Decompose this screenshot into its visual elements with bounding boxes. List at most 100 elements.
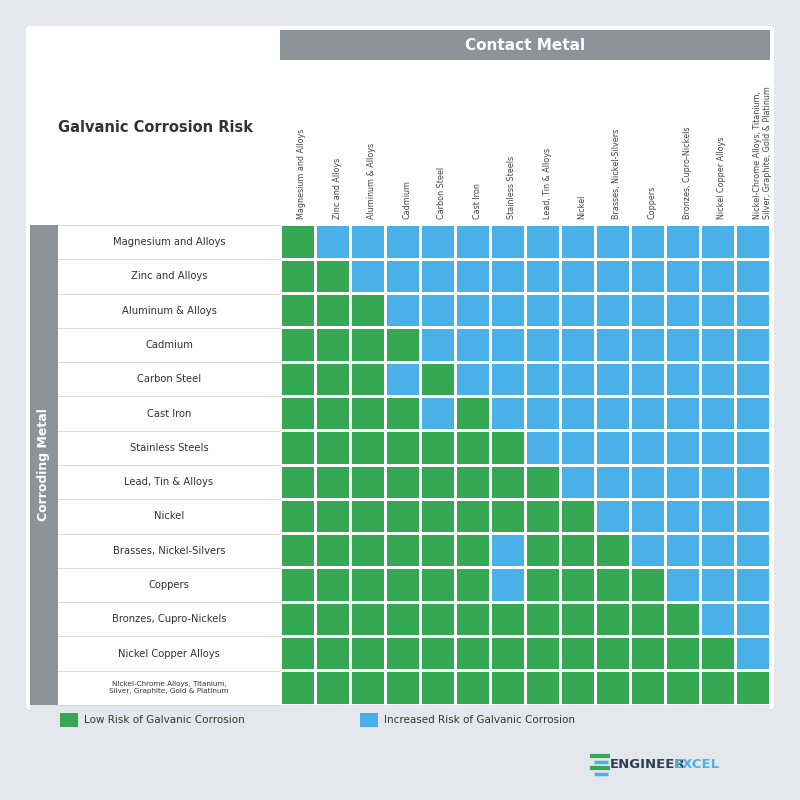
Bar bbox=[702, 672, 734, 703]
Bar bbox=[422, 364, 454, 395]
Bar bbox=[737, 604, 769, 635]
Bar bbox=[457, 330, 489, 361]
Bar bbox=[317, 570, 349, 601]
Text: Carbon Steel: Carbon Steel bbox=[137, 374, 201, 384]
Bar bbox=[631, 604, 663, 635]
Bar bbox=[491, 398, 523, 430]
Bar bbox=[351, 535, 383, 566]
Bar bbox=[422, 466, 454, 498]
Bar bbox=[386, 330, 418, 361]
Bar bbox=[282, 432, 314, 463]
Bar bbox=[386, 226, 418, 258]
Bar bbox=[351, 226, 383, 258]
Bar bbox=[597, 638, 629, 670]
Bar bbox=[737, 398, 769, 430]
Bar bbox=[702, 330, 734, 361]
Bar bbox=[386, 672, 418, 703]
Bar bbox=[317, 261, 349, 292]
Bar bbox=[317, 295, 349, 326]
Text: Aluminum & Alloys: Aluminum & Alloys bbox=[122, 306, 217, 316]
Bar bbox=[562, 261, 594, 292]
Bar bbox=[422, 261, 454, 292]
Bar bbox=[631, 364, 663, 395]
Text: EXCEL: EXCEL bbox=[674, 758, 720, 770]
Bar bbox=[737, 364, 769, 395]
Bar bbox=[360, 713, 378, 727]
Bar bbox=[386, 295, 418, 326]
Bar bbox=[317, 226, 349, 258]
Bar bbox=[282, 226, 314, 258]
Bar bbox=[631, 330, 663, 361]
Bar bbox=[386, 364, 418, 395]
Bar bbox=[317, 330, 349, 361]
Bar bbox=[317, 501, 349, 532]
Bar bbox=[666, 261, 698, 292]
Bar bbox=[597, 672, 629, 703]
Text: Nickel: Nickel bbox=[578, 194, 586, 219]
Bar bbox=[737, 501, 769, 532]
Bar bbox=[351, 466, 383, 498]
Text: Zinc and Alloys: Zinc and Alloys bbox=[130, 271, 207, 282]
Bar bbox=[351, 330, 383, 361]
Bar bbox=[457, 604, 489, 635]
Bar bbox=[317, 604, 349, 635]
Bar bbox=[666, 466, 698, 498]
Bar bbox=[737, 570, 769, 601]
Bar bbox=[562, 432, 594, 463]
Bar bbox=[666, 638, 698, 670]
Bar bbox=[422, 398, 454, 430]
Bar bbox=[597, 261, 629, 292]
Bar bbox=[317, 672, 349, 703]
Bar bbox=[282, 295, 314, 326]
Bar bbox=[386, 261, 418, 292]
Bar bbox=[631, 432, 663, 463]
Bar bbox=[666, 398, 698, 430]
Bar bbox=[422, 638, 454, 670]
Bar bbox=[702, 638, 734, 670]
Bar bbox=[562, 604, 594, 635]
Text: Coppers: Coppers bbox=[647, 186, 657, 219]
Text: Contact Metal: Contact Metal bbox=[465, 38, 585, 53]
Bar bbox=[386, 604, 418, 635]
Bar bbox=[597, 226, 629, 258]
Bar bbox=[422, 570, 454, 601]
Bar bbox=[631, 261, 663, 292]
Bar bbox=[317, 432, 349, 463]
Bar bbox=[597, 466, 629, 498]
Bar bbox=[526, 570, 558, 601]
Bar bbox=[666, 535, 698, 566]
Bar bbox=[386, 432, 418, 463]
Bar bbox=[457, 261, 489, 292]
Bar bbox=[562, 330, 594, 361]
Bar bbox=[351, 398, 383, 430]
Bar bbox=[666, 330, 698, 361]
Bar bbox=[526, 604, 558, 635]
Text: Stainless Steels: Stainless Steels bbox=[130, 443, 208, 453]
Bar bbox=[457, 398, 489, 430]
Bar bbox=[597, 364, 629, 395]
Bar bbox=[386, 535, 418, 566]
Bar bbox=[737, 226, 769, 258]
Bar bbox=[351, 364, 383, 395]
Bar bbox=[631, 501, 663, 532]
Bar bbox=[282, 398, 314, 430]
Text: Cadmium: Cadmium bbox=[145, 340, 193, 350]
Bar bbox=[282, 570, 314, 601]
Bar bbox=[386, 501, 418, 532]
Text: Cadmium: Cadmium bbox=[402, 180, 411, 219]
Bar bbox=[631, 570, 663, 601]
Bar bbox=[491, 364, 523, 395]
Text: Zinc and Alloys: Zinc and Alloys bbox=[333, 158, 342, 219]
Bar bbox=[282, 535, 314, 566]
Text: Nickel: Nickel bbox=[154, 511, 184, 522]
Bar bbox=[351, 261, 383, 292]
Bar bbox=[491, 672, 523, 703]
Bar bbox=[702, 261, 734, 292]
Bar bbox=[491, 295, 523, 326]
Bar bbox=[597, 570, 629, 601]
Text: Corroding Metal: Corroding Metal bbox=[38, 409, 50, 522]
Text: Nickel Copper Alloys: Nickel Copper Alloys bbox=[718, 137, 726, 219]
Bar bbox=[422, 226, 454, 258]
Bar bbox=[317, 398, 349, 430]
Bar bbox=[422, 501, 454, 532]
